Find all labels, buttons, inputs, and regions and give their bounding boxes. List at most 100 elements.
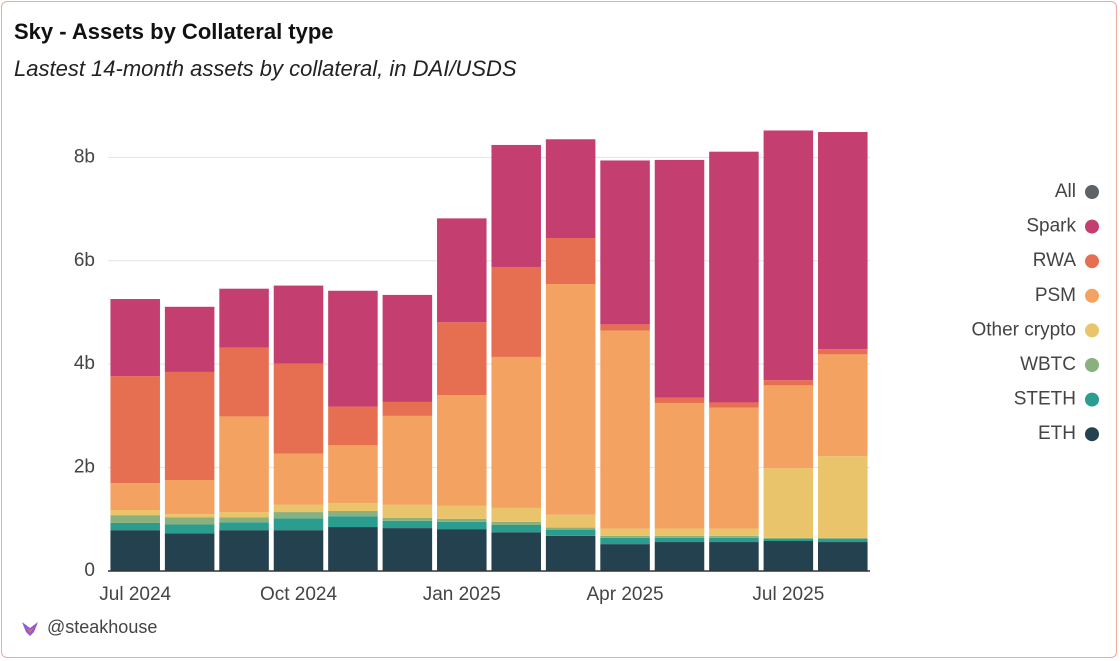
bar-segment: [763, 380, 814, 386]
bar-segment: [273, 512, 324, 519]
legend-swatch: [1085, 254, 1099, 269]
legend-label: Other crypto: [971, 319, 1076, 340]
bar-segment: [545, 535, 596, 571]
bar-segment: [273, 453, 324, 505]
bar-segment: [382, 401, 433, 416]
bar-segment: [491, 524, 541, 533]
legend-swatch: [1085, 392, 1099, 407]
bar-segment: [491, 521, 541, 525]
bar-segment: [654, 402, 705, 529]
bar-segment: [709, 151, 759, 403]
bar-segment: [437, 505, 487, 519]
bar-segment: [818, 537, 868, 539]
bar-segment: [328, 445, 378, 504]
bar-segment: [818, 132, 868, 350]
bar-segment: [273, 504, 324, 513]
bar-segment: [110, 522, 160, 531]
x-tick-label: Oct 2024: [260, 584, 338, 605]
bar-segment: [600, 160, 650, 325]
bar-segment: [273, 530, 324, 571]
x-tick-label: Jul 2024: [99, 584, 171, 605]
bar-segment: [818, 538, 868, 543]
legend-label: ETH: [1038, 423, 1076, 444]
bar-segment: [437, 521, 487, 530]
legend-label: PSM: [1035, 285, 1076, 306]
bar-segment: [600, 330, 650, 529]
bar-segment: [763, 385, 814, 469]
legend-label: STETH: [1014, 389, 1076, 410]
bar-segment: [654, 159, 705, 398]
bar-segment: [219, 530, 269, 571]
bar-segment: [273, 285, 324, 364]
bar-segment: [763, 468, 814, 538]
bar-segment: [437, 529, 487, 571]
footer: @steakhouse: [47, 617, 157, 637]
legend-swatch: [1085, 323, 1099, 338]
bar-segment: [545, 284, 596, 515]
bar-segment: [491, 266, 541, 357]
bar-segment: [491, 356, 541, 508]
bar-segment: [654, 528, 705, 536]
y-tick-label: 0: [84, 560, 95, 581]
bar-segment: [491, 507, 541, 522]
bar-segment: [273, 363, 324, 454]
bar-segment: [164, 514, 215, 518]
legend-swatch: [1085, 358, 1099, 372]
bar-segment: [763, 538, 814, 542]
bar-segment: [382, 517, 433, 521]
legend-label: WBTC: [1020, 354, 1076, 375]
bar-segment: [600, 544, 650, 571]
bar-segment: [164, 371, 215, 480]
bar-segment: [219, 416, 269, 513]
bar-segment: [545, 514, 596, 528]
bar-segment: [110, 509, 160, 516]
bar-segment: [545, 529, 596, 536]
bar-segment: [110, 483, 160, 510]
bar-segment: [328, 290, 378, 407]
bar-segment: [709, 402, 759, 408]
bar-segment: [709, 528, 759, 536]
bar-segment: [328, 406, 378, 446]
logo: [22, 622, 38, 636]
bar-segment: [382, 528, 433, 571]
bar-segment: [437, 518, 487, 522]
bar-segment: [818, 542, 868, 571]
bar-segment: [437, 322, 487, 396]
bar-segment: [437, 395, 487, 506]
bar-segment: [382, 415, 433, 505]
bar-segment: [763, 537, 814, 539]
bar-segment: [600, 535, 650, 538]
legend-label: All: [1055, 181, 1076, 202]
bar-segment: [164, 480, 215, 515]
bar-segment: [818, 349, 868, 355]
bar-segment: [654, 542, 705, 571]
legend-label: RWA: [1033, 250, 1077, 271]
bar-segment: [491, 144, 541, 267]
bar-segment: [110, 530, 160, 571]
bar-segment: [328, 527, 378, 571]
bar-segment: [600, 324, 650, 331]
bar-segment: [164, 533, 215, 571]
y-tick-label: 4b: [74, 353, 95, 374]
bar-segment: [219, 512, 269, 518]
bar-segment: [219, 347, 269, 417]
bar-segment: [110, 376, 160, 484]
bar-segment: [219, 522, 269, 531]
y-tick-label: 6b: [74, 250, 95, 271]
bar-segment: [545, 527, 596, 530]
y-tick-label: 8b: [74, 146, 95, 167]
bar-segment: [110, 299, 160, 377]
bar-segment: [709, 407, 759, 529]
bar-segment: [654, 397, 705, 403]
bar-segment: [545, 238, 596, 285]
bar-segment: [654, 535, 705, 538]
chart-subtitle: Lastest 14-month assets by collateral, i…: [14, 56, 517, 81]
bar-segment: [600, 528, 650, 536]
legend-swatch: [1085, 288, 1099, 303]
bar-segment: [382, 504, 433, 518]
bar-segment: [328, 503, 378, 512]
bar-segment: [382, 520, 433, 529]
bar-segment: [654, 537, 705, 543]
